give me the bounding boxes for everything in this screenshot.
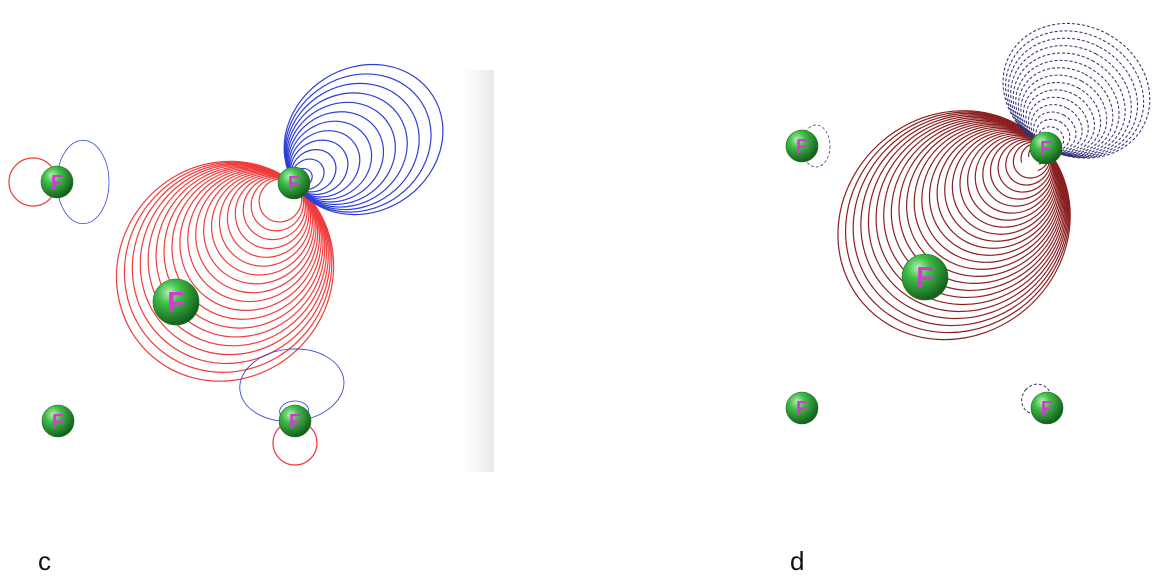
atoms-d: F F F F F: [785, 129, 1064, 425]
panel-label-c: c: [38, 546, 51, 576]
atom-symbol: F: [1041, 398, 1053, 420]
atom-f: F: [1030, 391, 1064, 425]
positive-contour-group: [72, 117, 378, 425]
negative-contour: [1027, 105, 1083, 159]
panel-c-contour-plot: F F F F F: [0, 0, 500, 480]
atom-symbol: F: [288, 173, 300, 195]
atom-symbol: F: [796, 136, 808, 158]
negative-contour: [995, 34, 1143, 175]
atom-sphere: [1029, 131, 1063, 165]
atom-sphere: [277, 166, 311, 200]
atom-f: F: [278, 404, 312, 438]
atom-sphere: [785, 129, 819, 163]
panel-c-svg: F F F F F: [8, 0, 494, 472]
atom-f: F: [785, 391, 819, 425]
atom-symbol: F: [51, 172, 63, 194]
atom-f: F: [785, 129, 819, 163]
positive-contour-group: [791, 63, 1117, 386]
atom-symbol: F: [796, 398, 808, 420]
negative-contour-group: [256, 35, 472, 244]
negative-contour: [1007, 60, 1121, 168]
atom-symbol: F: [52, 411, 64, 433]
panel-label-d: d: [790, 546, 805, 576]
atom-symbol: F: [289, 411, 301, 433]
atom-f: F: [152, 278, 200, 326]
negative-contour: [987, 16, 1158, 179]
atom-sphere: [1030, 391, 1064, 425]
atom-sphere: [152, 278, 200, 326]
atom-sphere: [40, 165, 74, 199]
separator-strip: [462, 70, 494, 472]
atom-f: F: [1029, 131, 1063, 165]
atom-symbol: F: [916, 262, 934, 294]
negative-contour: [268, 82, 415, 224]
atom-f: F: [41, 404, 75, 438]
atom-symbol: F: [1040, 138, 1052, 160]
contour-lines-c: [8, 35, 472, 466]
negative-contour-group: [979, 0, 1163, 183]
node-hole: [1021, 157, 1039, 175]
atom-f: F: [901, 253, 949, 301]
atom-sphere: [278, 404, 312, 438]
negative-contour: [256, 35, 472, 244]
negative-contour: [271, 94, 401, 220]
contour-lines-d: [791, 0, 1163, 420]
atom-sphere: [41, 404, 75, 438]
atom-sphere: [785, 391, 819, 425]
atom-sphere: [901, 253, 949, 301]
atom-f: F: [40, 165, 74, 199]
panel-d-svg: F F F F F: [785, 0, 1163, 425]
atom-f: F: [277, 166, 311, 200]
panel-d-contour-plot: F F F F F: [760, 0, 1163, 480]
atoms-c: F F F F F: [40, 165, 312, 438]
atom-symbol: F: [167, 287, 185, 319]
